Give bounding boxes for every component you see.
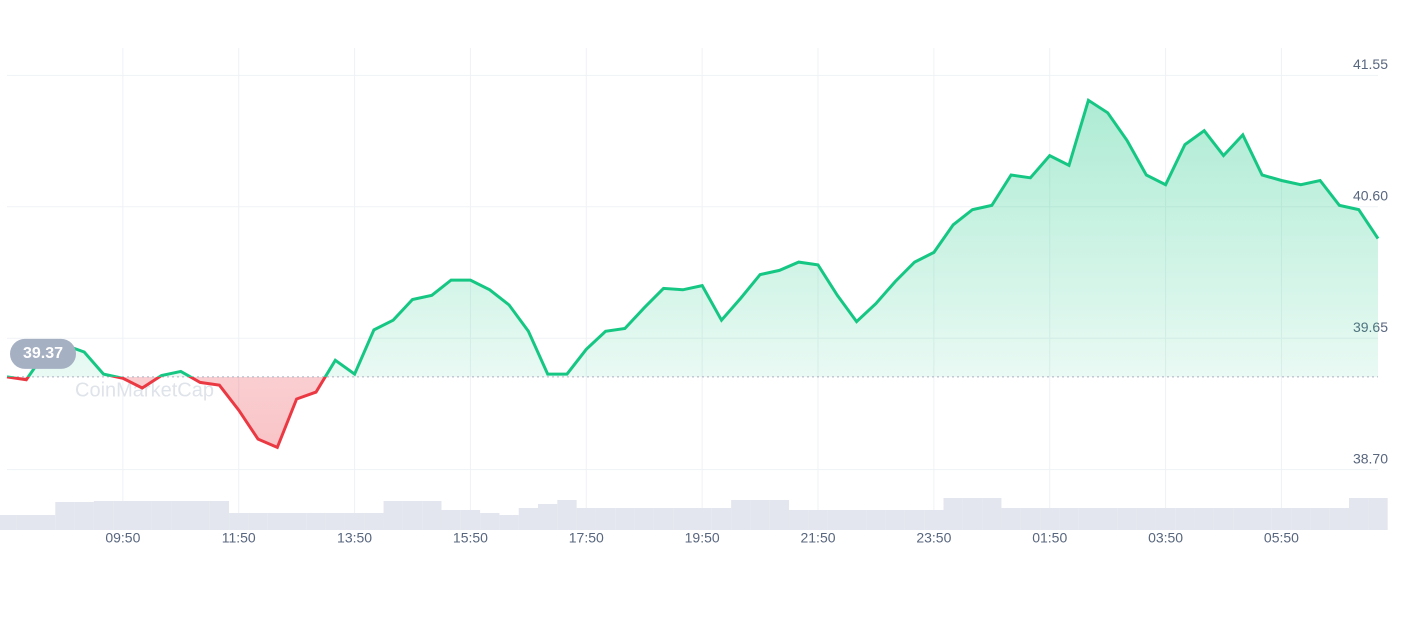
area-down [7, 376, 1378, 448]
x-tick-label: 15:50 [453, 530, 488, 546]
volume-bar [229, 513, 249, 530]
volume-bar [113, 501, 133, 530]
area-up [7, 100, 1378, 377]
x-tick-label: 03:50 [1148, 530, 1183, 546]
price-line-down [6, 376, 327, 450]
volume-bar [1368, 498, 1388, 530]
volume-bar [1155, 508, 1176, 530]
volume-bar [846, 510, 867, 530]
volume-bar [1349, 498, 1369, 530]
x-tick-label: 01:50 [1032, 530, 1067, 546]
volume-bar [441, 510, 461, 530]
volume-bar [827, 510, 847, 530]
x-tick-label: 11:50 [222, 530, 256, 546]
volume-bar [673, 508, 693, 530]
volume-bar [383, 501, 403, 530]
volume-bar [1213, 508, 1234, 530]
volume-bar [402, 501, 423, 530]
volume-bar [267, 513, 287, 530]
volume-bar [344, 513, 365, 530]
volume-bar [711, 508, 732, 530]
volume-bar [460, 510, 481, 530]
reference-badge [10, 338, 76, 369]
volume-bar [35, 515, 56, 530]
volume-bar [1059, 508, 1079, 530]
x-tick-label: 19:50 [685, 530, 720, 546]
volume-bar [1117, 508, 1137, 530]
volume-bar [982, 498, 1002, 530]
volume-bar [248, 513, 268, 530]
volume-bar [924, 510, 944, 530]
volume-bar [1271, 508, 1292, 530]
volume-bar [55, 502, 75, 530]
volume-bar [364, 513, 384, 530]
price-line-up [6, 97, 1380, 377]
volume-bar [1098, 508, 1118, 530]
x-tick-label: 13:50 [337, 530, 372, 546]
volume-bar [789, 510, 809, 530]
volume-bar [1233, 508, 1253, 530]
volume-bar [1136, 508, 1156, 530]
volume-bar [962, 498, 983, 530]
volume-bar [499, 515, 519, 530]
volume-bar [1078, 508, 1099, 530]
x-tick-label: 05:50 [1264, 530, 1299, 546]
volume-bar [1310, 508, 1330, 530]
volume-bar [306, 513, 326, 530]
volume-bar [286, 513, 307, 530]
volume-bar [904, 510, 925, 530]
volume-bar [1040, 508, 1060, 530]
volume-bar [538, 504, 558, 530]
volume-bar [0, 515, 17, 530]
volume-bar [209, 501, 230, 530]
volume-bar [1020, 508, 1041, 530]
volume-bar [171, 501, 191, 530]
volume-bar [576, 508, 596, 530]
volume-bar [866, 510, 886, 530]
volume-bar [1175, 508, 1195, 530]
volume-bar [325, 513, 345, 530]
volume-bar [769, 500, 790, 530]
x-tick-label: 09:50 [105, 530, 140, 546]
volume-bar [692, 508, 712, 530]
volume-bar [93, 501, 114, 530]
volume-bar [480, 513, 500, 530]
y-tick-label: 38.70 [1353, 450, 1388, 466]
volume-bar [943, 498, 963, 530]
volume-bar [132, 501, 152, 530]
volume-bar [1329, 508, 1350, 530]
volume-bar [634, 508, 654, 530]
y-tick-label: 41.55 [1353, 56, 1388, 72]
volume-bar [808, 510, 828, 530]
volume-bar [1252, 508, 1272, 530]
volume-bar [74, 502, 94, 530]
volume-bar [16, 515, 36, 530]
volume-bar [518, 508, 539, 530]
volume-bar [190, 501, 210, 530]
volume-bar [750, 500, 770, 530]
x-tick-label: 23:50 [916, 530, 951, 546]
volume-bar [557, 500, 577, 530]
volume-bar [731, 500, 751, 530]
volume-bar [1194, 508, 1214, 530]
volume-bar [653, 508, 674, 530]
volume-bar [1001, 508, 1021, 530]
volume-bar [615, 508, 635, 530]
volume-bar [885, 510, 905, 530]
x-tick-label: 21:50 [800, 530, 835, 546]
volume-bar [151, 501, 172, 530]
y-tick-label: 40.60 [1353, 188, 1388, 204]
volume-bar [422, 501, 442, 530]
reference-label: 39.37 [23, 345, 63, 362]
x-tick-label: 17:50 [569, 530, 604, 546]
volume-bar [595, 508, 616, 530]
watermark: CoinMarketCap [75, 379, 214, 401]
volume-bar [1291, 508, 1311, 530]
